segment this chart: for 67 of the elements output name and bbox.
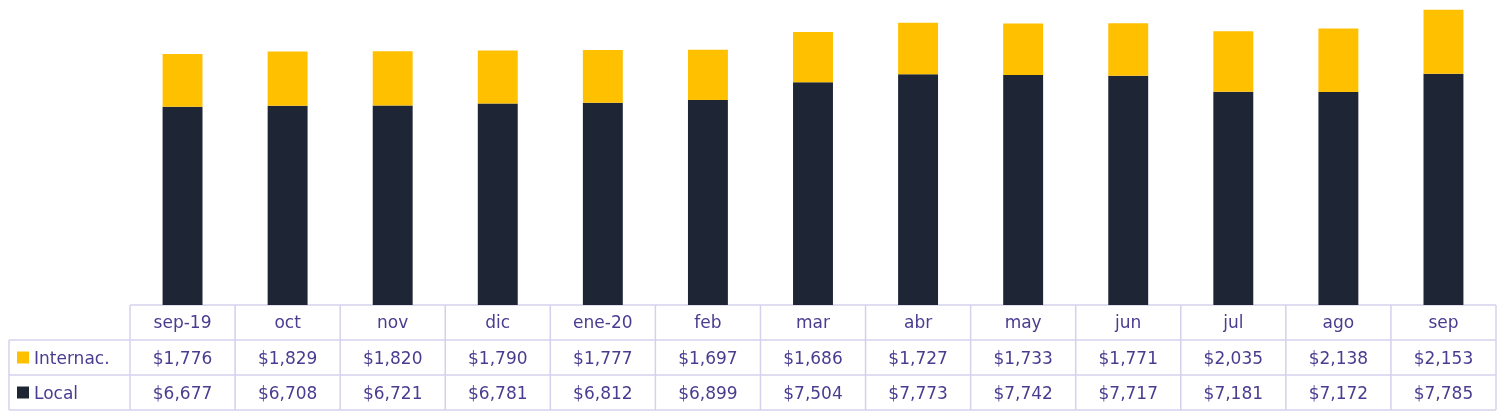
data-label: $7,742: [993, 382, 1053, 403]
bar: [687, 100, 728, 305]
data-label: $7,504: [783, 382, 843, 403]
x-tick-label: oct: [274, 312, 302, 332]
x-tick-label: feb: [694, 312, 722, 332]
bar: [1108, 75, 1149, 305]
bar: [582, 49, 623, 103]
data-label: $1,727: [888, 347, 948, 368]
x-tick-label: jun: [1114, 312, 1142, 332]
bar: [898, 74, 939, 305]
data-label: $1,777: [573, 347, 633, 368]
bar: [477, 103, 518, 305]
legend-label: Local: [34, 382, 79, 403]
data-label: $2,138: [1308, 347, 1369, 368]
bar: [162, 106, 203, 305]
data-label: $7,181: [1203, 382, 1264, 403]
bar: [267, 105, 308, 305]
data-label: $6,812: [573, 382, 633, 403]
data-label: $1,776: [152, 347, 213, 368]
data-label: $7,717: [1098, 382, 1158, 403]
bar: [267, 51, 308, 106]
data-label: $7,785: [1413, 382, 1474, 403]
x-tick-label: ago: [1322, 312, 1355, 332]
data-label: $6,899: [678, 382, 738, 403]
data-label: $1,790: [468, 347, 528, 368]
bar: [372, 51, 413, 106]
bar: [687, 49, 728, 101]
bar: [1003, 23, 1044, 76]
bar: [582, 102, 623, 305]
data-label: $6,721: [362, 382, 423, 403]
bar: [1108, 23, 1149, 76]
bar: [793, 82, 833, 305]
bar: [1423, 73, 1464, 305]
data-label: $1,686: [783, 347, 843, 368]
x-tick-label: abr: [903, 312, 933, 332]
data-label: $7,172: [1308, 382, 1369, 403]
bar: [793, 32, 833, 83]
x-tick-label: nov: [377, 312, 409, 332]
data-label: $1,820: [362, 347, 423, 368]
bar: [1213, 91, 1254, 305]
data-label: $1,829: [257, 347, 318, 368]
bar: [1318, 28, 1359, 92]
x-tick-label: dic: [485, 312, 511, 332]
x-tick-label: mar: [796, 312, 830, 332]
data-label: $1,697: [678, 347, 738, 368]
bar: [1213, 31, 1254, 92]
bar: [1423, 9, 1464, 74]
bar: [372, 105, 413, 305]
bar: [1003, 75, 1044, 305]
data-label: $1,771: [1098, 347, 1158, 368]
bar: [162, 53, 203, 107]
x-tick-label: jul: [1222, 312, 1244, 332]
data-label: $2,035: [1203, 347, 1264, 368]
data-label: $6,677: [152, 382, 213, 403]
legend-label: Internac.: [34, 347, 110, 368]
data-label: $7,773: [888, 382, 948, 403]
bar: [898, 22, 939, 75]
data-label: $1,733: [993, 347, 1053, 368]
x-tick-label: ene-20: [573, 312, 633, 332]
data-label: $6,708: [257, 382, 318, 403]
x-tick-label: sep: [1428, 312, 1459, 332]
data-label: $6,781: [468, 382, 528, 403]
bar: [1318, 91, 1359, 305]
x-tick-label: may: [1004, 312, 1042, 332]
bar: [477, 50, 518, 104]
data-label: $2,153: [1413, 347, 1474, 368]
x-tick-label: sep-19: [153, 312, 212, 332]
